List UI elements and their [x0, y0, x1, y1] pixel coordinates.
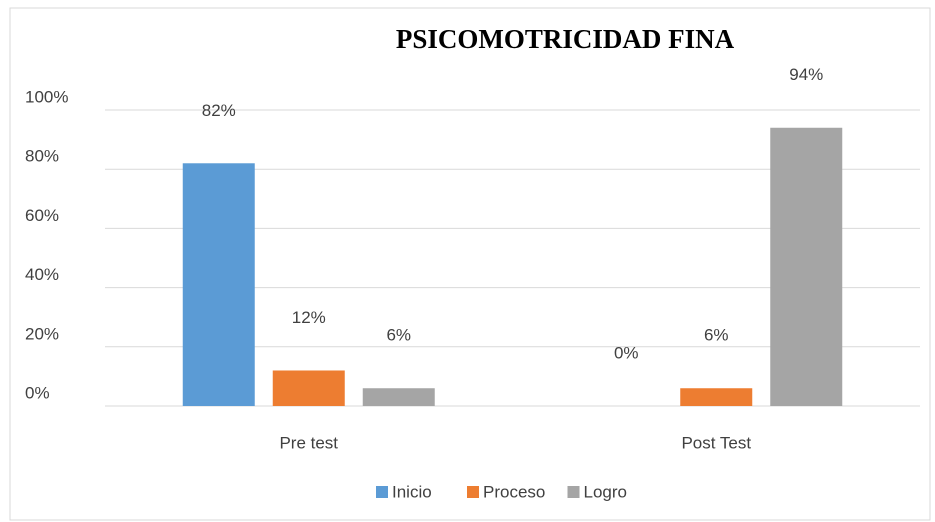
bar	[182, 163, 255, 406]
y-tick-label: 60%	[25, 206, 59, 225]
x-tick-label: Pre test	[279, 433, 338, 452]
bar	[272, 370, 345, 406]
legend-swatch	[467, 486, 479, 498]
x-tick-label: Post Test	[681, 433, 751, 452]
data-label: 12%	[292, 308, 326, 327]
data-label: 0%	[614, 343, 639, 362]
legend-swatch	[567, 486, 580, 498]
y-tick-label: 40%	[25, 265, 59, 284]
data-label: 6%	[704, 326, 729, 345]
bar	[362, 388, 435, 406]
legend-label: Proceso	[483, 482, 545, 501]
bar	[770, 127, 843, 406]
y-tick-label: 100%	[25, 87, 68, 106]
y-tick-label: 0%	[25, 383, 50, 402]
legend-label: Logro	[584, 482, 627, 501]
data-label: 94%	[789, 65, 823, 84]
chart-title: PSICOMOTRICIDAD FINA	[396, 24, 735, 54]
legend-swatch	[376, 486, 388, 498]
data-label: 6%	[386, 326, 411, 345]
data-label: 82%	[202, 101, 236, 120]
bar	[680, 388, 753, 406]
y-tick-label: 20%	[25, 324, 59, 343]
legend-label: Inicio	[392, 482, 432, 501]
y-tick-label: 80%	[25, 147, 59, 166]
